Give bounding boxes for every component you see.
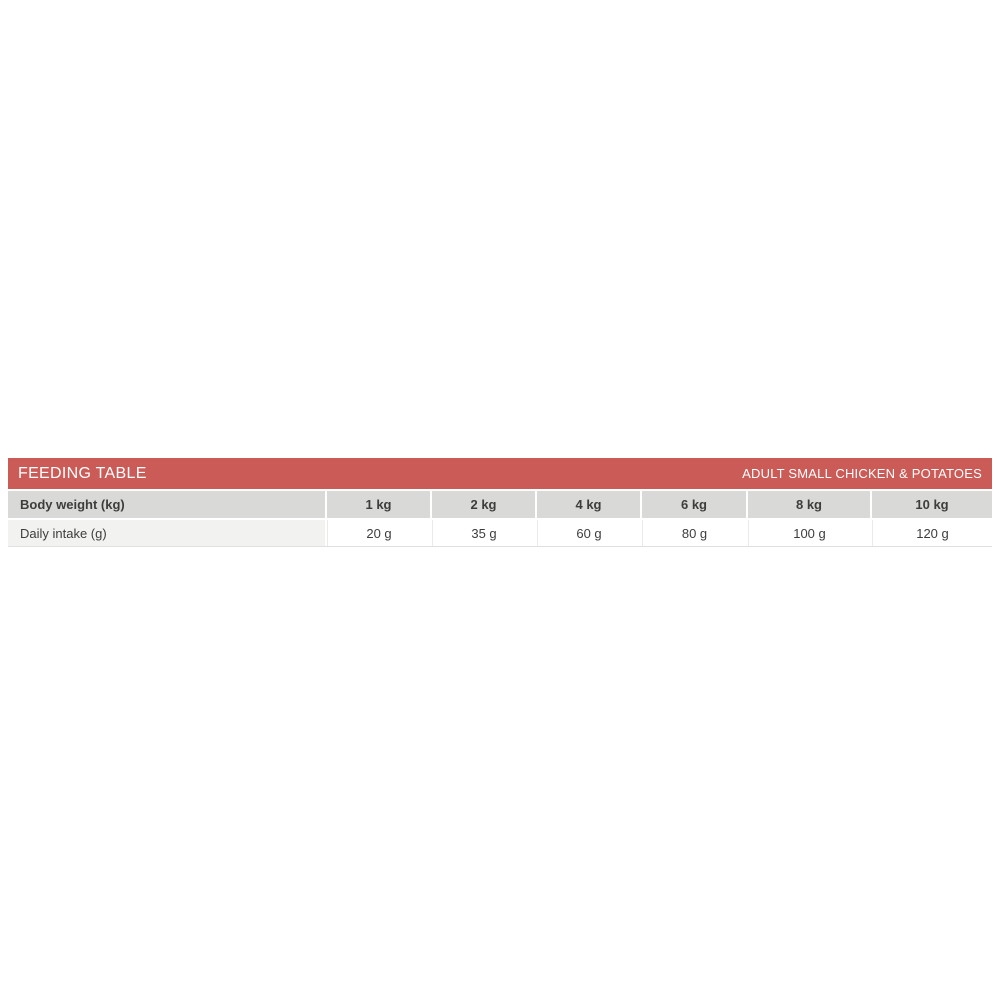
body-weight-cell: 8 kg	[748, 491, 870, 518]
body-weight-row: Body weight (kg) 1 kg 2 kg 4 kg 6 kg 8 k…	[8, 491, 992, 518]
daily-intake-cell: 120 g	[872, 520, 992, 546]
body-weight-cell: 2 kg	[432, 491, 535, 518]
feeding-table-header: FEEDING TABLE ADULT SMALL CHICKEN & POTA…	[8, 458, 992, 489]
product-variant-label: ADULT SMALL CHICKEN & POTATOES	[742, 466, 982, 481]
body-weight-row-label: Body weight (kg)	[8, 491, 325, 518]
daily-intake-cell: 20 g	[327, 520, 430, 546]
body-weight-cell: 10 kg	[872, 491, 992, 518]
body-weight-cell: 4 kg	[537, 491, 640, 518]
daily-intake-row-label: Daily intake (g)	[8, 520, 325, 546]
daily-intake-row: Daily intake (g) 20 g 35 g 60 g 80 g 100…	[8, 520, 992, 547]
body-weight-cell: 6 kg	[642, 491, 746, 518]
feeding-table-title: FEEDING TABLE	[18, 464, 147, 482]
daily-intake-cell: 100 g	[748, 520, 870, 546]
feeding-table: FEEDING TABLE ADULT SMALL CHICKEN & POTA…	[8, 458, 992, 547]
daily-intake-cell: 80 g	[642, 520, 746, 546]
daily-intake-cell: 60 g	[537, 520, 640, 546]
body-weight-cell: 1 kg	[327, 491, 430, 518]
daily-intake-cell: 35 g	[432, 520, 535, 546]
